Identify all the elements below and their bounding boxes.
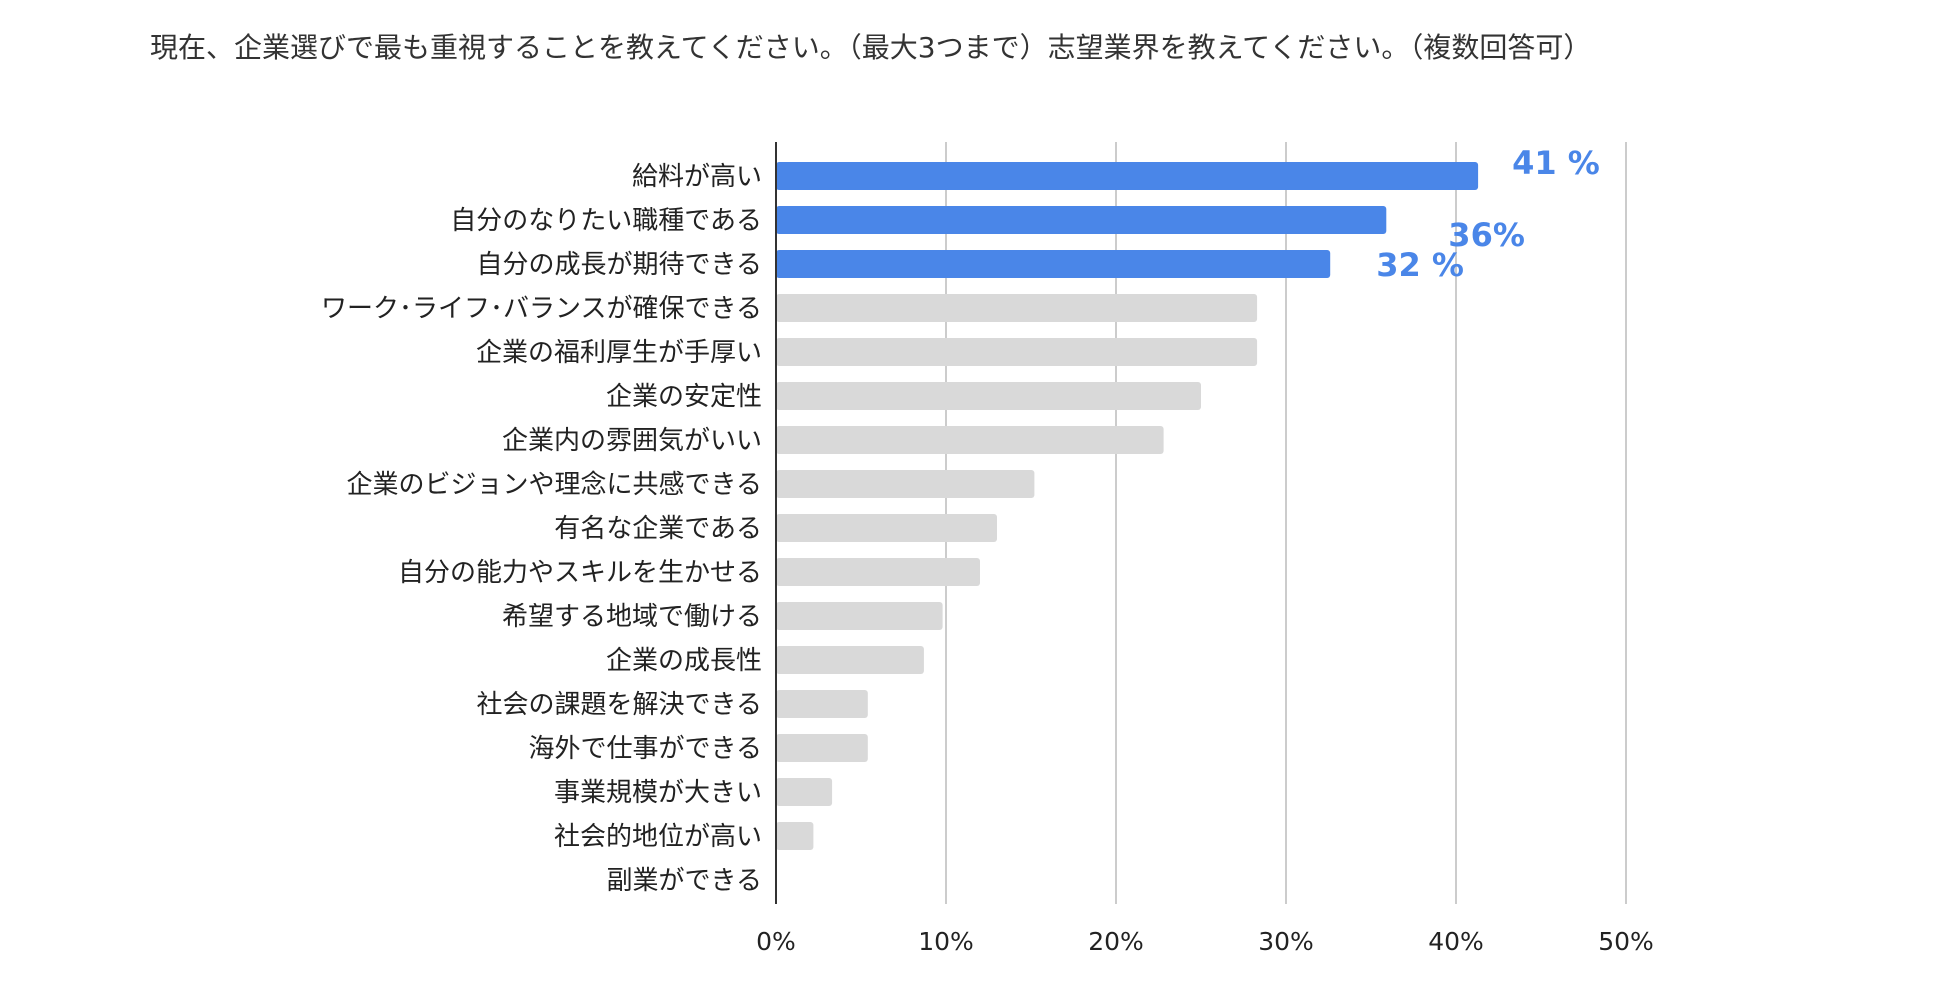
bar — [776, 470, 1035, 498]
category-label: 企業の福利厚生が手厚い — [476, 338, 762, 368]
bar — [776, 206, 1387, 234]
bar — [776, 294, 1258, 322]
category-label: ワーク･ライフ･バランスが確保できる — [321, 294, 762, 324]
x-tick-label: 30% — [1258, 927, 1314, 956]
bar — [776, 602, 943, 630]
category-label: 企業の成長性 — [606, 646, 762, 676]
category-label: 副業ができる — [607, 866, 762, 896]
category-label: 海外で仕事ができる — [529, 734, 762, 764]
data-label: 32 % — [1376, 246, 1464, 284]
x-tick-label: 50% — [1598, 927, 1654, 956]
category-label: 社会的地位が高い — [554, 822, 762, 852]
bar — [776, 690, 868, 718]
category-labels: 給料が高い自分のなりたい職種である自分の成長が期待できるワーク･ライフ･バランス… — [321, 162, 762, 896]
category-label: 社会の課題を解決できる — [477, 690, 762, 720]
category-label: 希望する地域で働ける — [502, 602, 762, 632]
bar — [776, 250, 1331, 278]
category-label: 自分の能力やスキルを生かせる — [398, 558, 762, 588]
category-label: 自分の成長が期待できる — [477, 250, 762, 280]
bar — [776, 514, 997, 542]
category-label: 企業の安定性 — [606, 382, 762, 412]
bar — [776, 778, 833, 806]
chart-title: 現在、企業選びで最も重視することを教えてください。（最大3つまで）志望業界を教え… — [150, 31, 1592, 64]
x-tick-label: 0% — [756, 927, 796, 956]
bar — [776, 382, 1201, 410]
category-label: 企業のビジョンや理念に共感できる — [347, 470, 762, 500]
category-label: 有名な企業である — [554, 514, 762, 544]
bar — [776, 822, 814, 850]
data-label: 41 % — [1512, 144, 1600, 182]
category-label: 給料が高い — [632, 162, 762, 192]
data-labels: 41 % 36%32 % — [1376, 144, 1600, 284]
category-label: 企業内の雰囲気がいい — [502, 426, 762, 456]
data-label: 36% — [1448, 216, 1525, 254]
x-tick-label: 20% — [1088, 927, 1144, 956]
bar — [776, 558, 980, 586]
bar — [776, 426, 1164, 454]
bar — [776, 162, 1479, 190]
category-label: 事業規模が大きい — [554, 778, 762, 808]
bar — [776, 338, 1258, 366]
x-tick-label: 10% — [918, 927, 974, 956]
x-tick-labels: 0% 10% 20% 30% 40% 50% — [756, 927, 1654, 956]
x-tick-label: 40% — [1428, 927, 1484, 956]
bar — [776, 646, 924, 674]
bar — [776, 734, 868, 762]
bars — [776, 162, 1479, 850]
category-label: 自分のなりたい職種である — [450, 206, 762, 236]
